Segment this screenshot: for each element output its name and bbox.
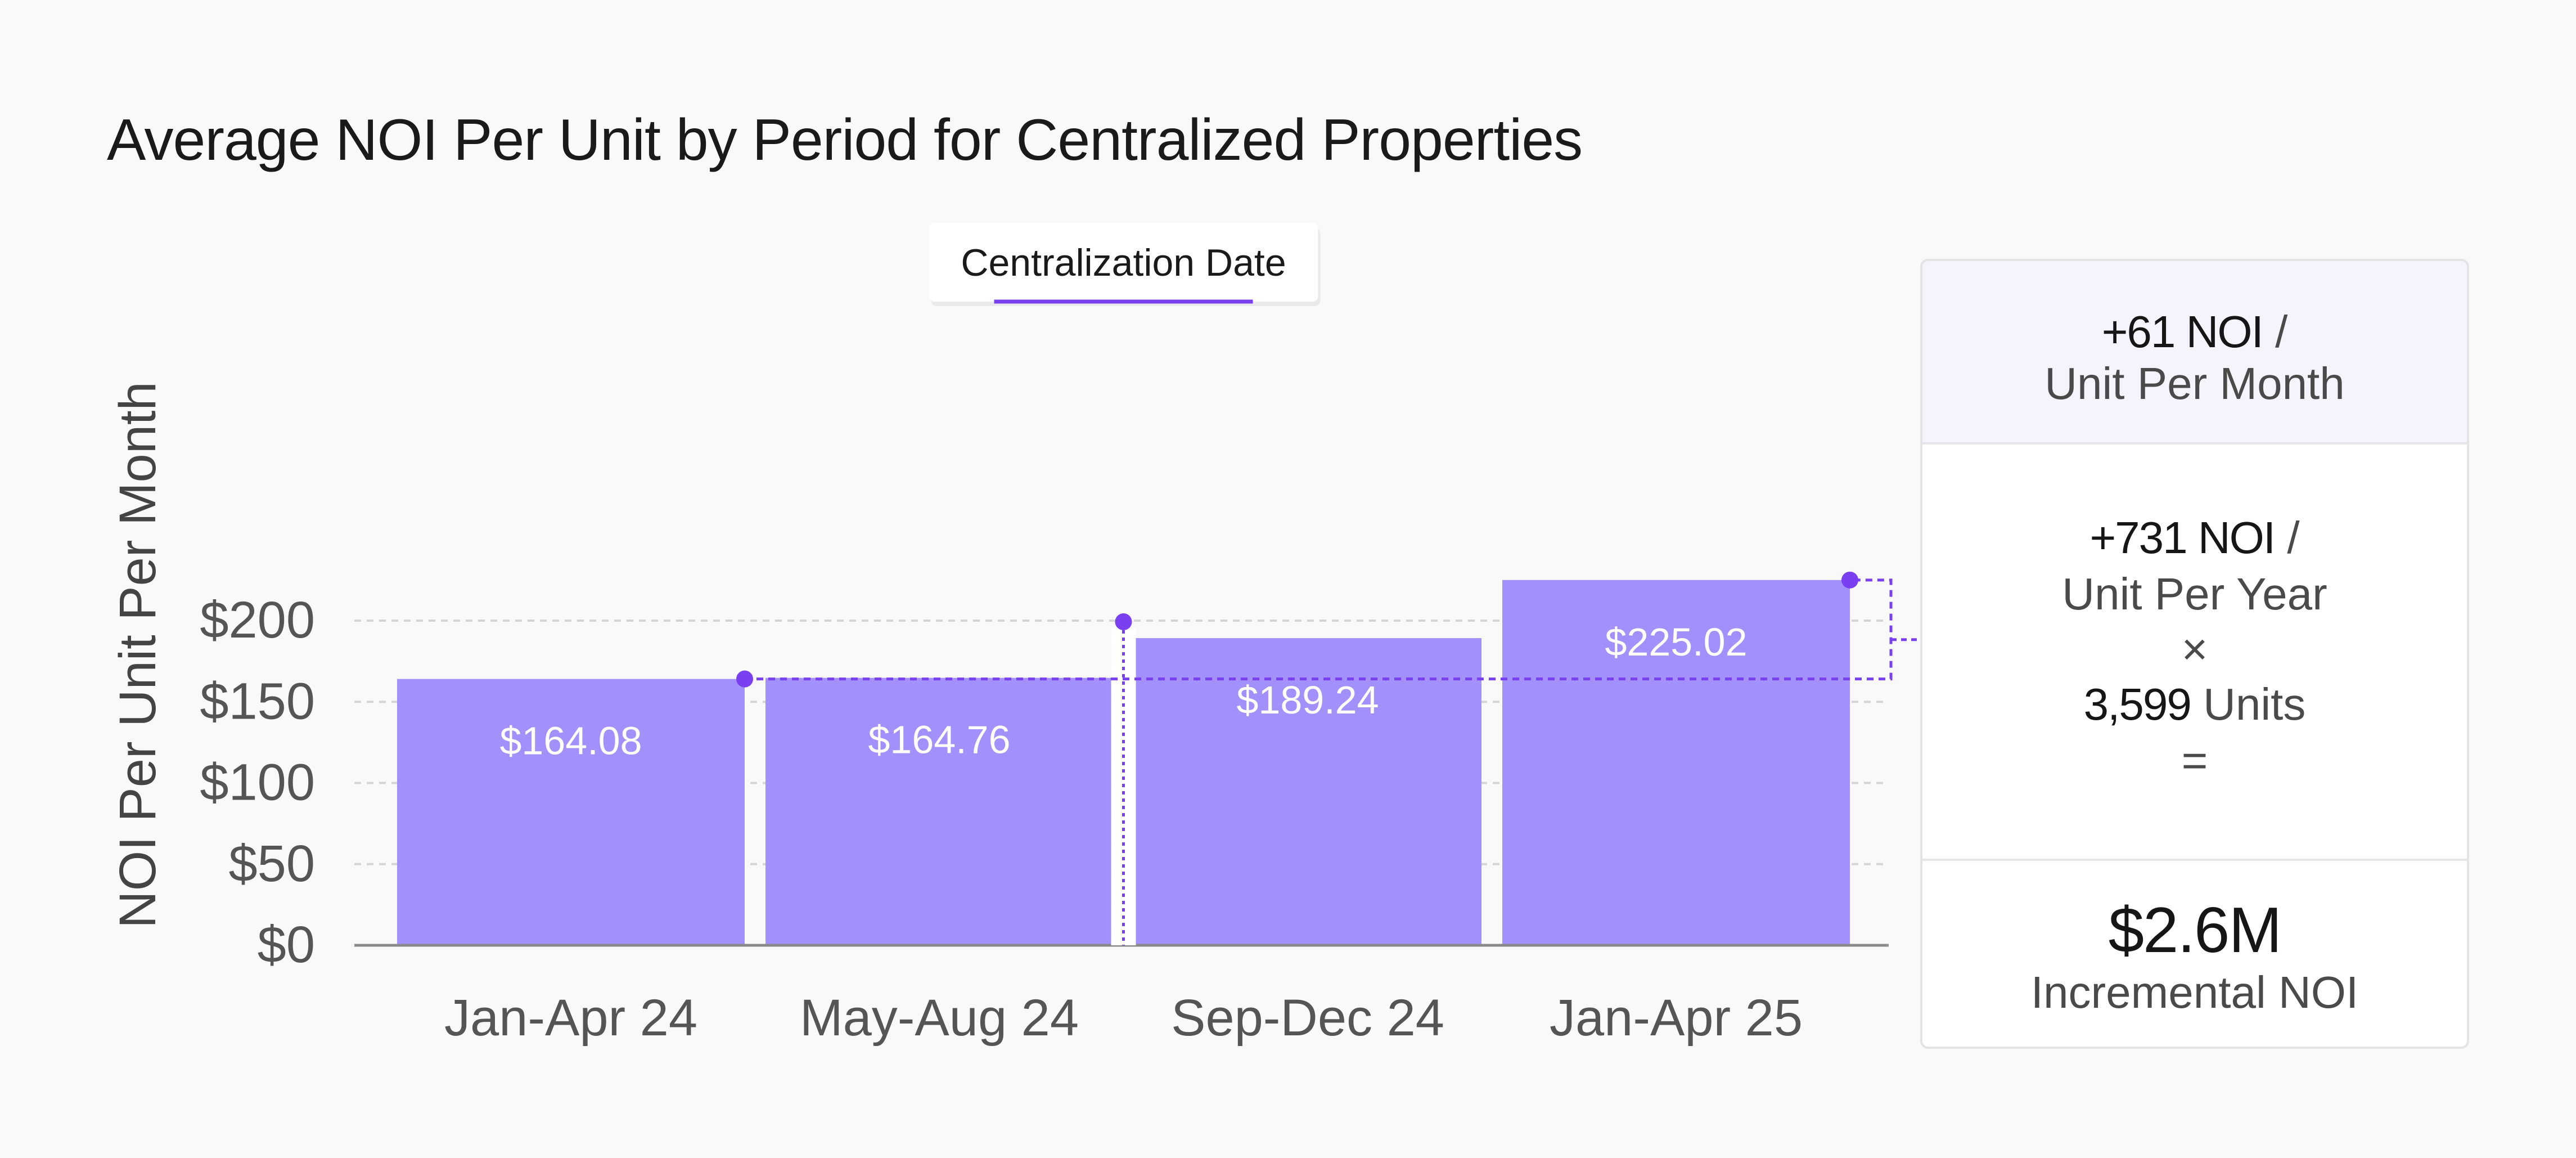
data-label: $189.24 — [1236, 678, 1379, 722]
y-tick-label: $50 — [229, 835, 316, 892]
y-tick-label: $150 — [200, 672, 315, 730]
annotation-marker — [1115, 613, 1132, 630]
monthly-noi-unit: Unit Per Month — [2044, 358, 2345, 409]
data-label: $164.76 — [868, 718, 1010, 762]
calculation-section: +731 NOI / Unit Per Year × 3,599 Units = — [1922, 442, 2467, 861]
x-tick-label: Jan-Apr 25 — [1550, 989, 1803, 1047]
total-section: $2.6M Incremental NOI — [1922, 859, 2467, 1047]
monthly-noi-section: +61 NOI / Unit Per Month — [1922, 261, 2467, 445]
monthly-noi-line: +61 NOI / — [1922, 306, 2467, 358]
units-label: Units — [2190, 679, 2306, 729]
x-tick-label: Jan-Apr 24 — [444, 989, 697, 1047]
yearly-noi-value: +731 NOI — [2089, 513, 2276, 563]
times-sign: × — [2181, 624, 2208, 674]
units-line: 3,599 Units — [1922, 679, 2467, 730]
units-value: 3,599 — [2083, 679, 2192, 729]
x-tick-label: Sep-Dec 24 — [1171, 989, 1444, 1047]
data-label: $164.08 — [499, 719, 642, 763]
annotation-label: Centralization Date — [961, 241, 1286, 284]
yearly-noi-unit: Unit Per Year — [2062, 569, 2327, 619]
y-tick-label: $200 — [200, 591, 315, 649]
data-label: $225.02 — [1605, 620, 1747, 664]
incremental-noi-total: $2.6M — [2108, 895, 2282, 966]
bar — [765, 677, 1113, 945]
chart-title: Average NOI Per Unit by Period for Centr… — [107, 107, 1583, 173]
y-tick-label: $0 — [258, 916, 315, 973]
equals-sign: = — [2181, 735, 2208, 786]
difference-bracket — [745, 578, 1893, 681]
incremental-noi-label: Incremental NOI — [2030, 967, 2359, 1017]
annotation-box — [929, 223, 1318, 302]
y-axis-label: NOI Per Unit Per Month — [109, 381, 166, 928]
bar — [397, 679, 745, 945]
bar — [1502, 580, 1850, 945]
yearly-noi-line: +731 NOI / — [1922, 512, 2467, 564]
monthly-noi-slash: / — [2262, 307, 2288, 357]
y-tick-label: $100 — [200, 754, 315, 811]
x-tick-label: May-Aug 24 — [800, 989, 1079, 1047]
monthly-noi-value: +61 NOI — [2101, 307, 2264, 357]
noi-summary-panel: +61 NOI / Unit Per Month +731 NOI / Unit… — [1920, 259, 2469, 1049]
yearly-noi-slash: / — [2275, 513, 2300, 563]
bar — [1134, 638, 1481, 945]
latest-marker — [1841, 571, 1858, 589]
